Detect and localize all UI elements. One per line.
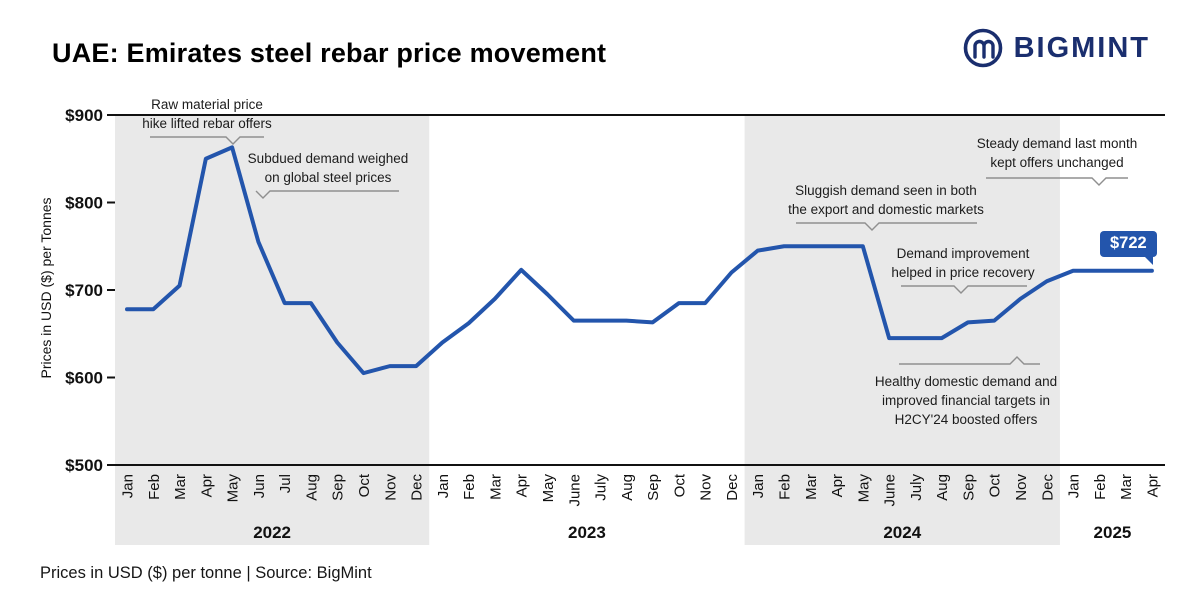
latest-price-callout: $722 (1100, 231, 1157, 265)
month-label: Apr (198, 474, 215, 497)
month-label: June (882, 474, 899, 507)
month-label: Jan (1066, 474, 1083, 498)
month-label: Jul (277, 474, 294, 493)
brand-name: BIGMINT (1013, 31, 1150, 64)
month-label: Sep (330, 474, 347, 501)
y-tick-label: $800 (65, 194, 103, 213)
year-band (744, 115, 1060, 545)
annotation-healthy-demand: Healthy domestic demand and improved fin… (875, 372, 1057, 429)
month-label: July (908, 474, 925, 501)
month-label: Apr (829, 474, 846, 497)
month-label: Mar (487, 474, 504, 500)
annotation-pointers (150, 136, 1128, 365)
bigmint-logo-icon (963, 28, 1002, 68)
month-label: Nov (1013, 474, 1030, 501)
month-label: Mar (172, 474, 189, 500)
annotation-text: helped in price recovery (891, 265, 1035, 281)
month-label: June (566, 474, 583, 507)
annotation-text: Sluggish demand seen in both (795, 183, 977, 198)
y-axis-labels: $500 $600 $700 $800 $900 (65, 106, 103, 475)
annotation-text: Raw material price (151, 97, 263, 112)
month-label: Oct (671, 473, 688, 497)
annotation-pointer (901, 285, 1027, 294)
annotation-steady-demand: Steady demand last month kept offers unc… (977, 134, 1138, 172)
annotation-pointer (796, 222, 977, 231)
month-labels: Jan Feb Mar Apr May Jun Jul Aug Sep Oct Nov Dec Jan F… (120, 473, 1162, 506)
annotation-text: Healthy domestic demand and (874, 374, 1058, 389)
source-note: Prices in USD ($) per tonne | Source: Bi… (40, 564, 372, 582)
month-label: Apr (1144, 474, 1161, 497)
chart-axes (107, 114, 1165, 466)
annotation-pointer (150, 136, 264, 145)
annotation-text: Demand improvement (896, 246, 1030, 261)
year-band (115, 115, 430, 545)
month-label: Feb (146, 474, 163, 500)
month-label: Mar (1118, 474, 1135, 500)
month-label: Jun (251, 474, 268, 498)
annotation-demand-improvement: Demand improvement helped in price recov… (891, 244, 1034, 282)
annotation-pointer (255, 190, 399, 199)
month-label: May (855, 474, 872, 503)
annotation-text: improved financial targets in (881, 393, 1051, 409)
year-bands (115, 115, 1060, 545)
month-label: Aug (303, 474, 320, 501)
month-label: Dec (409, 474, 426, 501)
y-tick-label: $700 (65, 281, 103, 300)
annotation-text: kept offers unchanged (990, 155, 1124, 171)
annotation-text: Subdued demand weighed (247, 151, 409, 166)
month-label: Aug (619, 474, 636, 501)
month-label: Nov (382, 474, 399, 501)
month-label: May (225, 474, 242, 503)
annotation-text: the export and domestic markets (788, 202, 984, 218)
month-label: Oct (356, 473, 373, 497)
annotation-text: on global steel prices (264, 170, 392, 186)
month-label: Aug (934, 474, 951, 501)
y-tick-label: $500 (65, 456, 103, 475)
annotation-pointer (986, 177, 1128, 186)
year-labels: 2022 2023 2024 2025 (253, 523, 1131, 542)
month-label: Jan (120, 474, 137, 498)
annotation-text: Steady demand last month (976, 136, 1138, 151)
annotation-text: H2CY'24 boosted offers (894, 412, 1038, 428)
price-line-group (125, 145, 1154, 376)
month-label: Jan (435, 474, 452, 498)
month-label: Oct (987, 473, 1004, 497)
month-label: May (540, 474, 557, 503)
month-label: Feb (1092, 474, 1109, 500)
page-title: UAE: Emirates steel rebar price movement (52, 38, 607, 68)
price-line (125, 145, 1154, 376)
y-tick-label: $600 (65, 369, 103, 388)
annotation-pointer (899, 356, 1040, 365)
month-label: Sep (960, 474, 977, 501)
annotation-subdued-demand: Subdued demand weighed on global steel p… (248, 149, 409, 187)
brand-logo: BIGMINT (961, 26, 1150, 70)
month-label: July (593, 474, 610, 501)
month-label: Mar (803, 474, 820, 500)
year-label: 2024 (883, 523, 921, 542)
annotation-text: hike lifted rebar offers (142, 116, 272, 132)
month-label: Dec (1039, 474, 1056, 501)
year-label: 2023 (568, 523, 606, 542)
annotation-sluggish-demand: Sluggish demand seen in both the export … (788, 181, 984, 219)
month-label: Jan (750, 474, 767, 498)
year-label: 2025 (1094, 523, 1132, 542)
month-label: Dec (724, 474, 741, 501)
y-axis-title: Prices in USD ($) per Tonnes (38, 197, 54, 379)
month-label: Feb (461, 474, 478, 500)
y-tick-label: $900 (65, 106, 103, 125)
month-label: Nov (698, 474, 715, 501)
annotation-raw-material: Raw material price hike lifted rebar off… (142, 95, 272, 133)
year-label: 2022 (253, 523, 291, 542)
month-label: Feb (777, 474, 794, 500)
month-label: Sep (645, 474, 662, 501)
month-label: Apr (514, 474, 531, 497)
